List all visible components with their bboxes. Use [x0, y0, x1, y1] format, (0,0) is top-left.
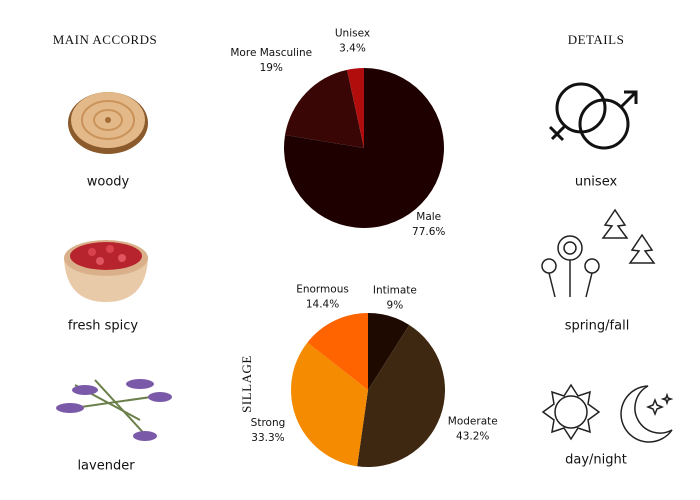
- slice-value: 3.4%: [339, 43, 366, 55]
- slice-label: Intimate: [373, 285, 417, 297]
- slice-label: Strong: [251, 417, 286, 429]
- details-title: DETAILS: [568, 32, 625, 47]
- slice-label: Moderate: [448, 416, 498, 428]
- detail-label: spring/fall: [565, 319, 630, 334]
- accord-label: woody: [87, 175, 130, 190]
- accord-label: fresh spicy: [68, 319, 139, 334]
- slice-label: Male: [416, 211, 441, 223]
- pie-slice: [285, 69, 364, 148]
- pie-slice: [347, 68, 364, 148]
- slice-label: Unisex: [335, 28, 370, 40]
- woody-icon: [68, 92, 148, 154]
- slice-label: Enormous: [296, 284, 349, 296]
- pie-slice: [357, 325, 445, 467]
- daynight-icon: [541, 383, 674, 443]
- pie-slice: [307, 313, 368, 390]
- detail-label: day/night: [565, 453, 627, 468]
- pie-slice: [291, 342, 368, 467]
- accords-title: MAIN ACCORDS: [53, 32, 158, 47]
- detail-label: unisex: [575, 175, 618, 190]
- season-icon: [541, 208, 656, 298]
- slice-value: 14.4%: [306, 299, 339, 311]
- pie-slice: [368, 313, 410, 390]
- gender-icon: [548, 82, 638, 150]
- slice-value: 43.2%: [456, 431, 489, 443]
- sillage-title: SILLAGE: [239, 355, 254, 413]
- slice-label: More Masculine: [230, 47, 312, 59]
- spicy-icon: [64, 240, 148, 302]
- accord-label: lavender: [77, 459, 135, 474]
- pie-slice: [284, 68, 445, 228]
- lavender-icon: [56, 379, 172, 441]
- slice-value: 19%: [260, 62, 283, 74]
- slice-value: 9%: [387, 300, 404, 312]
- slice-value: 33.3%: [251, 432, 284, 444]
- slice-value: 77.6%: [412, 226, 445, 238]
